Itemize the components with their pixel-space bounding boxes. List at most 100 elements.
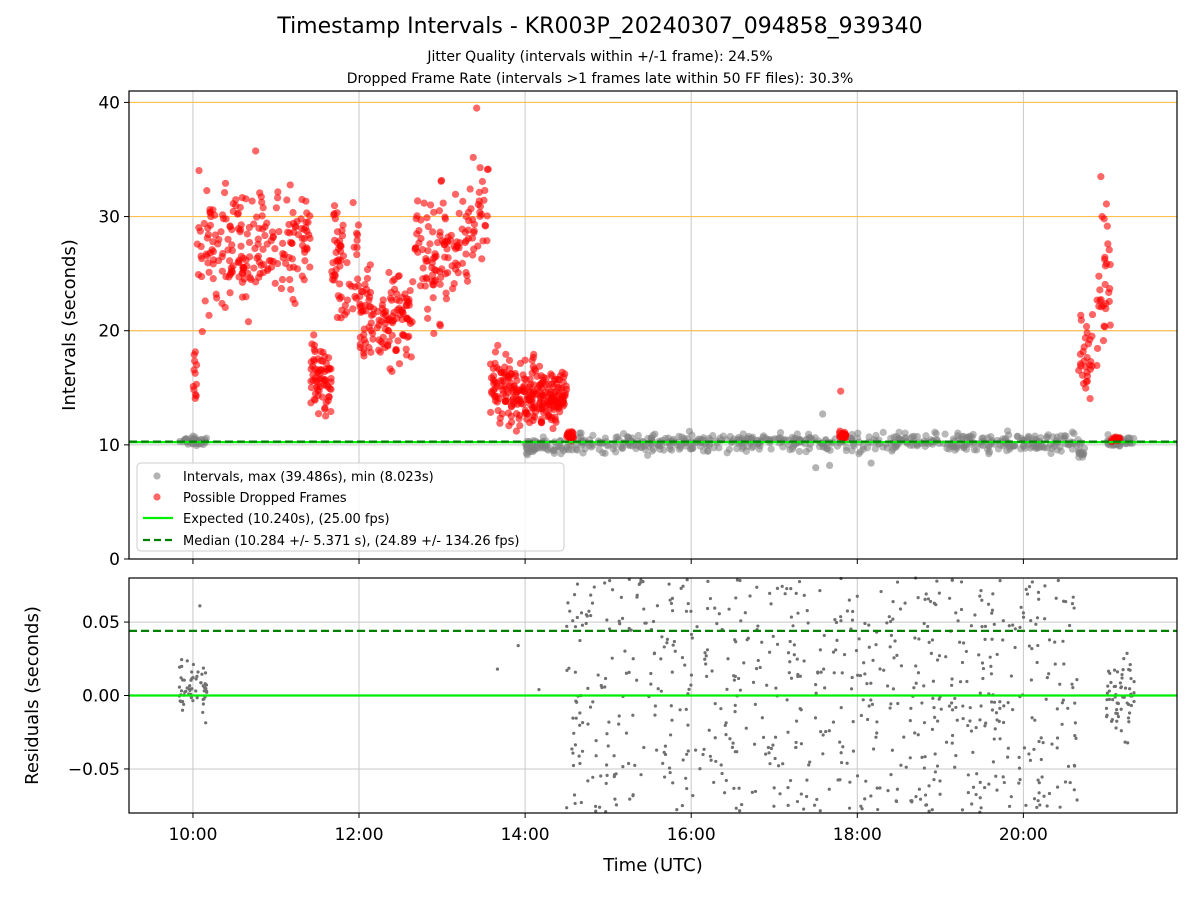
dropped-frame-point [321, 352, 329, 361]
dropped-frame-point [458, 225, 466, 233]
dropped-frame-point [531, 366, 540, 375]
residual-point [604, 809, 608, 814]
dropped-frame-point [1105, 297, 1113, 306]
residual-point [869, 698, 873, 702]
residual-point [1001, 638, 1005, 642]
residual-point [899, 763, 903, 767]
dropped-frame-point [208, 246, 216, 254]
dropped-frame-point [533, 372, 541, 380]
interval-point [767, 445, 775, 453]
dropped-frame-point [444, 254, 452, 262]
residual-point [989, 664, 993, 668]
residual-point [1037, 597, 1041, 601]
residual-point [734, 596, 738, 600]
dropped-frame-point [1093, 361, 1101, 370]
residual-point [887, 615, 891, 619]
residual-point [1047, 672, 1051, 676]
dropped-frame-point [338, 306, 346, 314]
residual-point [980, 598, 984, 602]
residual-point [798, 674, 802, 678]
residual-point [794, 591, 798, 595]
dropped-frame-point [435, 207, 444, 215]
residual-point [1056, 578, 1060, 583]
interval-point [563, 443, 571, 451]
residual-point [1058, 805, 1062, 809]
residual-point [179, 689, 184, 693]
residual-point [671, 643, 675, 647]
residual-point [605, 618, 609, 622]
residual-point [736, 676, 741, 681]
dropped-frame-point [317, 366, 325, 374]
dropped-frame-point [330, 202, 339, 210]
residual-point [805, 609, 809, 613]
residual-point [1045, 676, 1049, 680]
residual-point [920, 701, 924, 705]
dropped-frame-point [428, 259, 436, 267]
dropped-frame-point [389, 277, 397, 285]
residual-point [667, 766, 672, 770]
residual-point [669, 601, 674, 606]
dropped-frame-point [478, 255, 486, 263]
residual-point [961, 641, 966, 645]
dropped-frame-point [237, 242, 245, 250]
residual-point [832, 671, 836, 675]
dropped-frame-point [441, 215, 450, 223]
residual-point [851, 720, 855, 724]
dropped-frame-point [286, 181, 294, 189]
residual-point [756, 658, 760, 663]
residual-point [1013, 627, 1017, 631]
dropped-frame-point [236, 226, 245, 234]
dropped-frame-point [1100, 322, 1108, 330]
residual-point [979, 704, 983, 708]
residual-point [668, 771, 672, 775]
residual-point [608, 579, 612, 583]
residual-point [710, 669, 714, 673]
interval-point [601, 449, 609, 457]
residual-point [899, 664, 904, 668]
residual-point [637, 582, 641, 586]
dropped-frame-point [245, 223, 253, 232]
dropped-frame-point [257, 193, 265, 201]
dropped-frame-point [310, 346, 318, 354]
dropped-frame-point [272, 204, 280, 212]
residual-point [794, 745, 798, 750]
residual-point [695, 625, 699, 629]
dropped-frame-point [491, 348, 500, 356]
residual-point [891, 687, 896, 691]
residual-point [179, 699, 183, 704]
residual-point [831, 720, 836, 724]
residual-point [821, 733, 825, 737]
residual-point [819, 670, 823, 674]
residual-point [686, 749, 690, 753]
dropped-frame-point [253, 213, 261, 221]
dropped-frame-point [462, 250, 470, 258]
residual-point [788, 778, 793, 783]
residual-point [792, 643, 796, 647]
residual-point [776, 764, 781, 768]
residual-point [713, 702, 717, 706]
residual-point [733, 703, 737, 707]
dropped-frame-point [431, 253, 439, 261]
dropped-frame-point [481, 186, 489, 195]
residual-point [577, 754, 581, 758]
residual-point [568, 609, 572, 613]
residual-point [824, 729, 828, 734]
dropped-frame-point [226, 289, 234, 297]
residual-point [1030, 580, 1034, 584]
dropped-frame-point [337, 256, 345, 264]
interval-point [805, 444, 814, 453]
residual-point [1029, 678, 1033, 682]
residual-point [188, 684, 192, 688]
residual-point [667, 582, 671, 586]
dropped-frame-point [547, 388, 555, 396]
interval-point [931, 428, 939, 436]
dropped-frame-point [331, 272, 339, 280]
dropped-frame-point [345, 280, 353, 288]
dropped-frame-point [537, 380, 545, 389]
interval-point [735, 433, 743, 442]
dropped-frame-point [206, 221, 215, 229]
dropped-frame-point [284, 228, 292, 236]
dropped-frame-point [360, 345, 368, 354]
residual-point [673, 649, 677, 653]
